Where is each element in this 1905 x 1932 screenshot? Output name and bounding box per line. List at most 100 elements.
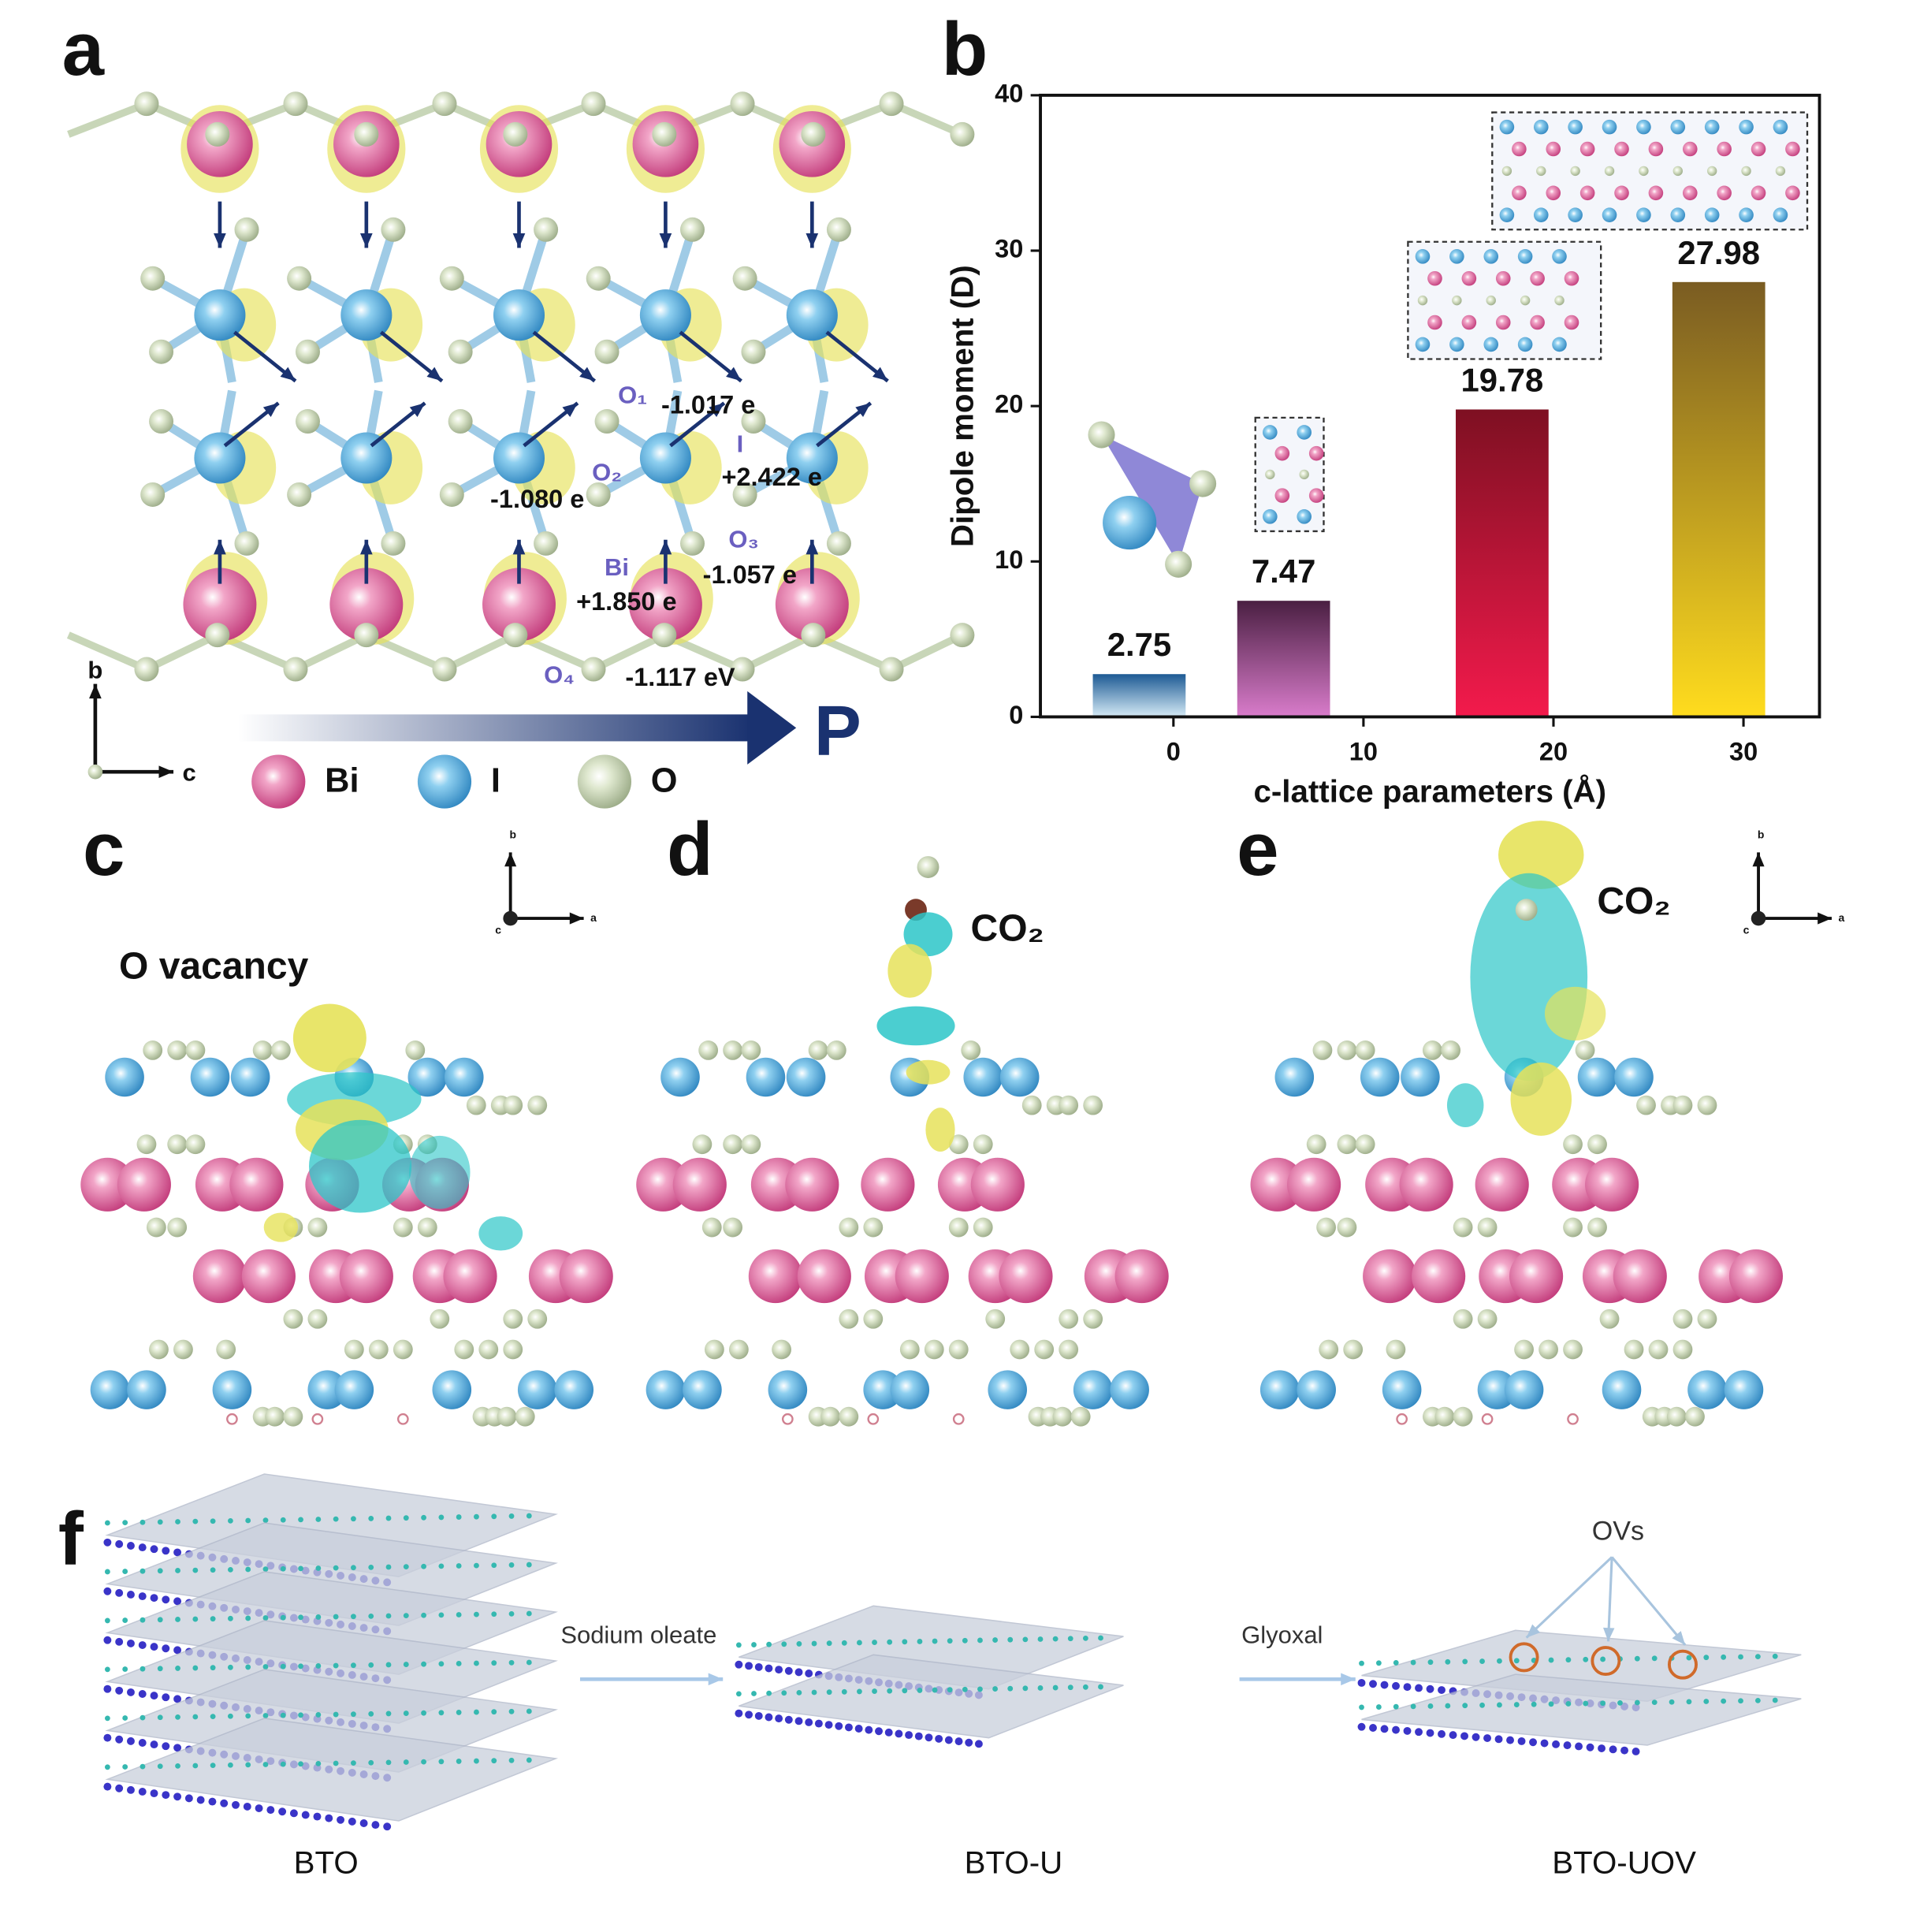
layer-atom bbox=[1098, 1684, 1103, 1690]
bond bbox=[591, 631, 666, 673]
Green-atom bbox=[149, 1339, 169, 1360]
Pink-atom bbox=[1461, 270, 1477, 286]
Pink-atom bbox=[1785, 185, 1800, 201]
Pink-atom bbox=[1475, 1157, 1529, 1212]
layer-atom bbox=[1098, 1635, 1103, 1641]
axis-arrow-head bbox=[158, 765, 174, 779]
arrow-head bbox=[280, 367, 296, 382]
Green-atom bbox=[354, 121, 379, 147]
layer-atom bbox=[474, 1709, 479, 1715]
Pink-atom bbox=[559, 1249, 613, 1304]
layer-atom bbox=[140, 1763, 146, 1770]
data-label: 2.75 bbox=[1107, 626, 1171, 663]
Green-atom bbox=[839, 1406, 859, 1427]
layer-atom bbox=[992, 1637, 999, 1644]
layer-atom bbox=[150, 1692, 158, 1700]
Green-atom bbox=[801, 623, 826, 648]
Blue-atom bbox=[1739, 119, 1754, 135]
Green-atom bbox=[1312, 1040, 1333, 1060]
Green-atom bbox=[924, 1339, 944, 1360]
Pink-atom bbox=[1308, 488, 1324, 503]
Green-atom bbox=[973, 1134, 993, 1155]
layer-atom bbox=[1754, 1697, 1761, 1703]
Green-atom bbox=[1536, 166, 1546, 177]
layer-atom bbox=[140, 1519, 146, 1525]
layer-atom bbox=[1380, 1681, 1389, 1689]
layer-atom bbox=[1497, 1658, 1502, 1664]
layer-atom bbox=[262, 1713, 269, 1718]
layer-atom bbox=[126, 1785, 135, 1794]
layer-atom bbox=[162, 1693, 170, 1702]
layer-atom bbox=[1513, 1702, 1520, 1707]
Green-atom bbox=[1539, 1339, 1558, 1360]
layer-atom bbox=[348, 1817, 356, 1826]
layer-atom bbox=[173, 1792, 182, 1801]
Blue-atom bbox=[988, 1370, 1028, 1409]
layer-atom bbox=[162, 1791, 170, 1800]
Green-atom bbox=[594, 409, 619, 434]
Pink-atom bbox=[1363, 1249, 1417, 1304]
Blue-atom bbox=[1517, 249, 1533, 264]
layer-atom bbox=[126, 1542, 135, 1550]
Blue-atom bbox=[786, 432, 838, 484]
pointer-arrow bbox=[1606, 1557, 1613, 1642]
layer-atom bbox=[103, 1733, 112, 1742]
layer-atom bbox=[491, 1611, 497, 1617]
layer-atom bbox=[150, 1545, 158, 1554]
Pink-atom bbox=[1717, 185, 1732, 201]
Blue-atom bbox=[1483, 337, 1499, 352]
Green-atom bbox=[581, 657, 606, 682]
layer-atom bbox=[844, 1723, 853, 1732]
Green-atom bbox=[234, 217, 259, 242]
Blue-atom bbox=[444, 1057, 484, 1097]
Blue-atom bbox=[554, 1370, 594, 1409]
Green-atom bbox=[173, 1339, 193, 1360]
layer-atom bbox=[175, 1568, 180, 1573]
Green-atom bbox=[1306, 1134, 1326, 1155]
Pink-atom bbox=[241, 1249, 296, 1304]
layer-atom bbox=[872, 1688, 877, 1694]
Pink-atom bbox=[1427, 315, 1442, 330]
layer-atom bbox=[1393, 1703, 1399, 1710]
layer-atom bbox=[227, 1566, 233, 1573]
layer-atom bbox=[184, 1794, 193, 1803]
layer-atom bbox=[115, 1735, 124, 1744]
layer-atom bbox=[403, 1662, 409, 1667]
crystal-layer bbox=[1361, 1673, 1802, 1746]
layer-atom bbox=[1067, 1684, 1073, 1691]
isosurface bbox=[887, 944, 932, 998]
x-tick-label: 0 bbox=[1166, 738, 1181, 766]
layer-atom bbox=[368, 1711, 374, 1717]
Green-atom bbox=[1453, 1217, 1473, 1238]
pointer-arrow bbox=[1610, 1556, 1687, 1646]
Green-atom bbox=[1386, 1339, 1406, 1360]
layer-atom bbox=[1721, 1654, 1727, 1660]
panel-label: b bbox=[942, 7, 988, 91]
legend-label: Bi bbox=[325, 762, 359, 800]
Green-atom bbox=[1165, 550, 1192, 578]
layer-atom bbox=[754, 1711, 763, 1720]
layer-atom bbox=[333, 1662, 339, 1669]
isosurface bbox=[292, 1003, 366, 1073]
Green-atom bbox=[503, 1339, 523, 1360]
Pink-atom bbox=[1495, 270, 1511, 286]
Green-atom bbox=[1343, 1339, 1364, 1360]
layer-atom bbox=[1479, 1658, 1485, 1664]
Blue-atom bbox=[1552, 337, 1567, 352]
layer-atom bbox=[385, 1564, 392, 1570]
layer-atom bbox=[278, 1807, 287, 1816]
Pink-atom bbox=[1648, 185, 1664, 201]
layer-atom bbox=[403, 1759, 409, 1765]
site-ring bbox=[226, 1413, 238, 1425]
Green-atom bbox=[439, 482, 464, 507]
Pink-atom bbox=[1274, 445, 1290, 461]
axis-label: c bbox=[495, 923, 501, 936]
Blue-atom bbox=[90, 1370, 130, 1409]
Green-atom bbox=[1083, 1308, 1103, 1329]
layer-atom bbox=[104, 1569, 110, 1575]
polarization-arrow-head bbox=[747, 691, 797, 765]
Green-atom bbox=[1672, 1308, 1693, 1329]
Green-atom bbox=[393, 1217, 413, 1238]
Blue-atom bbox=[1568, 207, 1583, 222]
